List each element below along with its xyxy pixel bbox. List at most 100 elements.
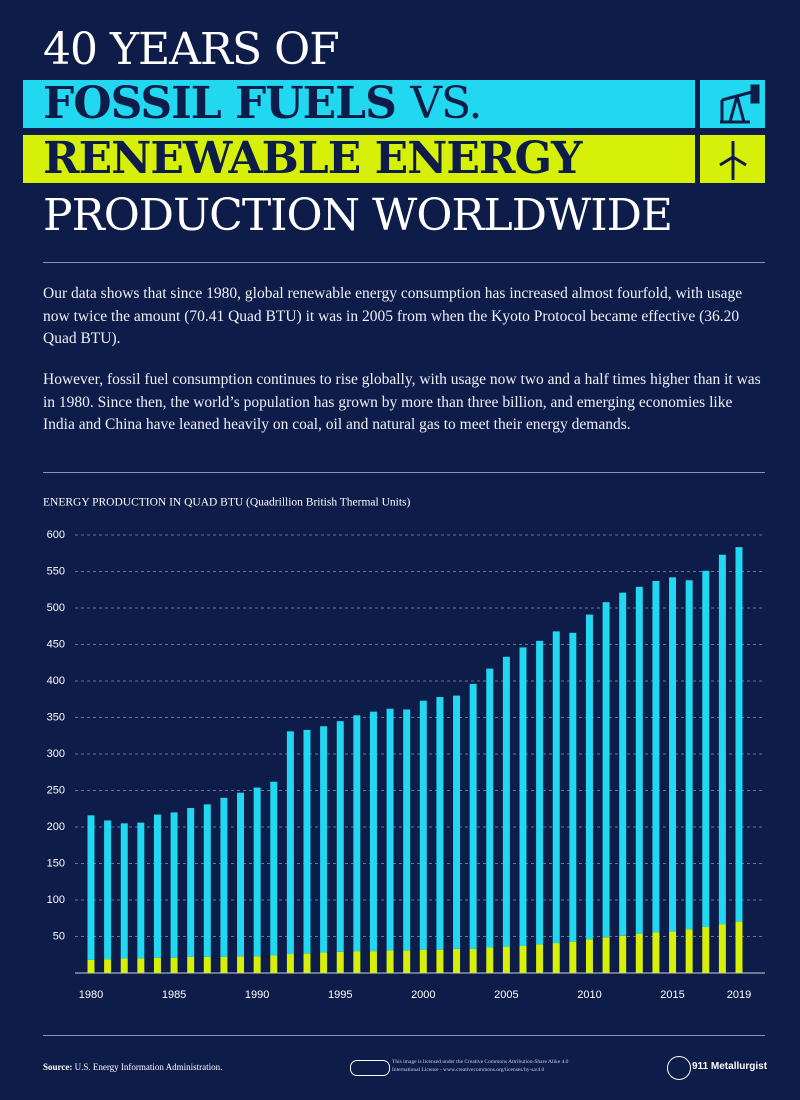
title-line: PRODUCTION WORLDWIDE	[43, 190, 673, 241]
bar-segment	[203, 804, 211, 957]
bar-segment	[569, 632, 577, 942]
bar-segment	[552, 631, 560, 944]
bar-segment	[286, 954, 294, 973]
bar-segment	[237, 956, 245, 973]
bar-segment	[486, 668, 494, 948]
bar-segment	[419, 949, 427, 973]
y-tick-label: 250	[47, 784, 65, 796]
source-text: U.S. Energy Information Administration.	[74, 1062, 223, 1072]
chart-title: ENERGY PRODUCTION IN QUAD BTU (Quadrilli…	[43, 497, 411, 509]
license: This image is licensed under the Creativ…	[392, 1059, 569, 1073]
title-line: RENEWABLE ENERGY	[43, 133, 582, 184]
brand-logo	[667, 1056, 691, 1080]
bar-segment	[453, 948, 461, 973]
title-vs: VS.	[410, 78, 482, 129]
bar-segment	[585, 614, 593, 940]
bar-segment	[369, 711, 377, 952]
bar-segment	[635, 933, 643, 973]
bar-segment	[220, 797, 228, 957]
bar-segment	[718, 554, 726, 925]
bar-segment	[187, 956, 195, 973]
divider	[43, 472, 765, 473]
bar-segment	[602, 602, 610, 938]
bar-segment	[303, 953, 311, 973]
bar-segment	[87, 815, 95, 960]
y-tick-label: 500	[47, 602, 65, 614]
bar-segment	[320, 952, 328, 973]
title-line: FOSSIL FUELS VS.	[43, 78, 483, 129]
paragraph: Our data shows that since 1980, global r…	[43, 285, 743, 347]
bar-segment	[619, 935, 627, 973]
bar-segment	[635, 586, 643, 934]
bar-segment	[104, 959, 112, 973]
green-band	[23, 135, 695, 183]
bar-segment	[585, 939, 593, 973]
bar-segment	[469, 683, 477, 949]
y-tick-label: 450	[47, 638, 65, 650]
bar-segment	[619, 592, 627, 936]
bar-segment	[519, 647, 527, 946]
bar-segment	[237, 792, 245, 957]
bar-segment	[303, 729, 311, 954]
bar-segment	[187, 808, 195, 957]
title-line: 40 YEARS OF	[43, 24, 340, 75]
bar-segment	[403, 950, 411, 973]
bar-segment	[735, 547, 743, 922]
divider	[43, 1035, 765, 1036]
bar-segment	[386, 708, 394, 951]
x-tick-label: 1995	[328, 989, 352, 1001]
source-label: Source:	[43, 1062, 73, 1072]
bar-segment	[652, 932, 660, 973]
y-tick-label: 150	[47, 857, 65, 869]
bar-segment	[153, 814, 161, 958]
bar-segment	[419, 700, 427, 950]
paragraph: However, fossil fuel consumption continu…	[43, 371, 761, 433]
bar-segment	[702, 927, 710, 973]
bar-segment	[220, 956, 228, 973]
bar-segment	[353, 715, 361, 952]
x-tick-label: 1990	[245, 989, 269, 1001]
y-tick-label: 50	[53, 930, 65, 942]
brand: 911 Metallurgist	[692, 1061, 768, 1072]
bar-segment	[336, 721, 344, 952]
bar-segment	[469, 948, 477, 973]
bar-segment	[253, 956, 261, 973]
bar-segment	[403, 709, 411, 951]
bar-segment	[569, 941, 577, 973]
bar-segment	[137, 958, 145, 973]
bar-segment	[536, 944, 544, 973]
bar-segment	[203, 956, 211, 973]
y-tick-label: 350	[47, 711, 65, 723]
divider	[43, 262, 765, 263]
bar-segment	[486, 947, 494, 973]
x-tick-label: 2019	[727, 989, 751, 1001]
x-tick-label: 1980	[79, 989, 103, 1001]
bar-segment	[120, 823, 128, 959]
bar-segment	[253, 787, 261, 957]
bar-segment	[536, 640, 544, 945]
bar-segment	[320, 726, 328, 953]
cc-badge	[350, 1060, 390, 1076]
bar-segment	[685, 580, 693, 930]
y-tick-label: 400	[47, 675, 65, 687]
bar-segment	[369, 951, 377, 973]
bar-segment	[120, 958, 128, 973]
y-tick-label: 100	[47, 894, 65, 906]
bar-segment	[669, 577, 677, 932]
cyan-band	[23, 80, 695, 128]
x-tick-label: 1985	[162, 989, 186, 1001]
bar-segment	[718, 924, 726, 973]
y-tick-label: 300	[47, 748, 65, 760]
bar-segment	[386, 950, 394, 973]
bar-segment	[170, 957, 178, 973]
bar-segment	[669, 931, 677, 973]
bar-segment	[502, 946, 510, 973]
bar-segment	[353, 951, 361, 973]
bar-segment	[453, 695, 461, 949]
y-tick-label: 550	[47, 565, 65, 577]
bar-segment	[270, 955, 278, 973]
bar-segment	[270, 781, 278, 956]
turbine-icon	[700, 135, 765, 183]
